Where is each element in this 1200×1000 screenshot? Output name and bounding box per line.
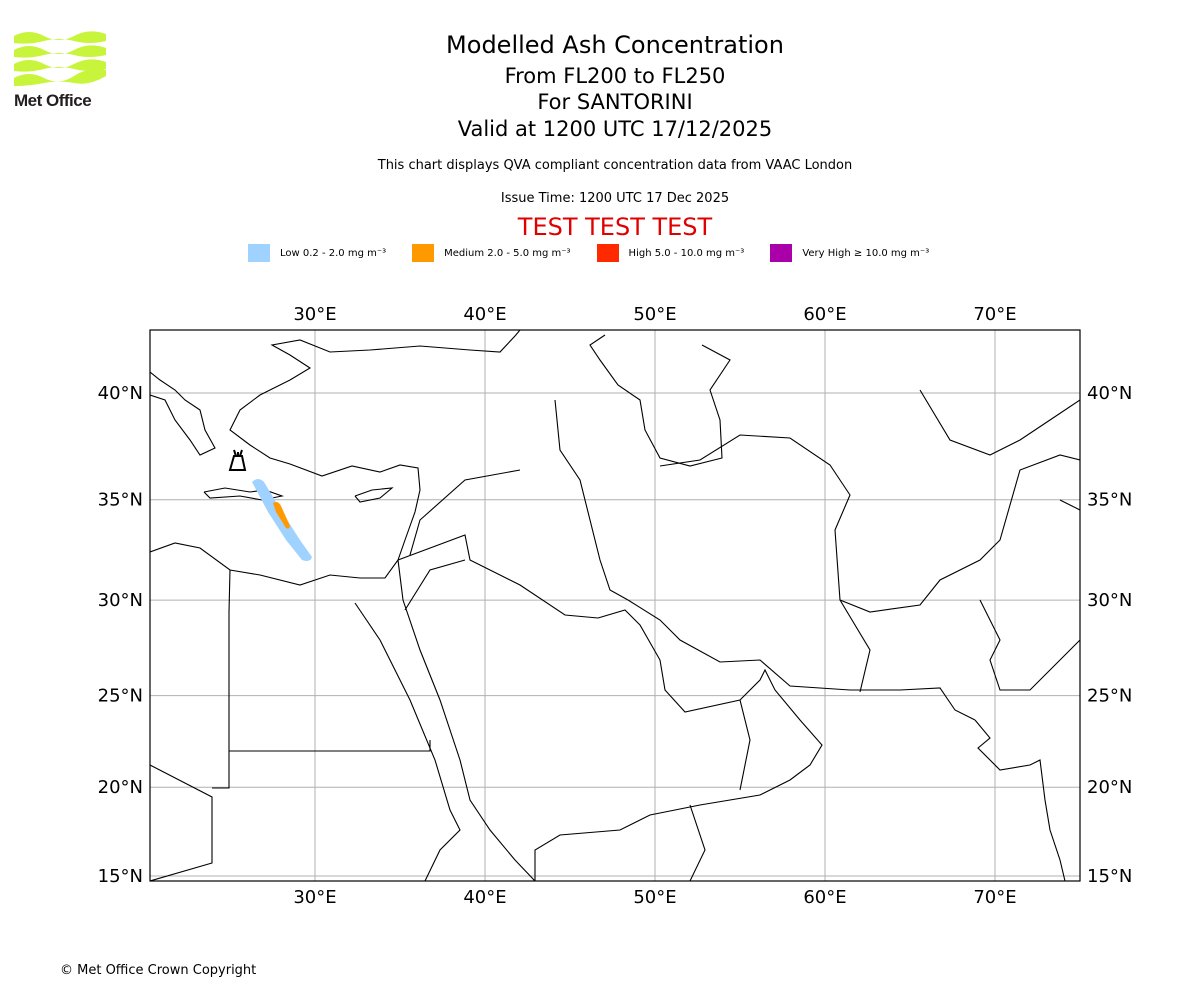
lat-label: 20°N [98, 777, 143, 798]
lon-label: 50°E [633, 887, 676, 908]
legend-swatch [596, 244, 619, 262]
map-frame [149, 329, 1081, 882]
issue-time: Issue Time: 1200 UTC 17 Dec 2025 [500, 191, 730, 206]
legend-label: Low 0.2 - 2.0 mg m⁻³ [280, 247, 387, 259]
lat-label: 30°N [1087, 590, 1132, 611]
lon-label: 30°E [293, 304, 336, 325]
legend-swatch [248, 244, 270, 262]
legend-swatch [770, 244, 793, 262]
lat-label: 30°N [98, 590, 143, 611]
legend-label: Medium 2.0 - 5.0 mg m⁻³ [444, 247, 571, 259]
copyright: © Met Office Crown Copyright [60, 963, 257, 978]
chart-title: Modelled Ash Concentration [446, 31, 784, 59]
lon-label: 70°E [973, 304, 1016, 325]
lon-label: 60°E [803, 887, 846, 908]
lat-label: 20°N [1087, 777, 1132, 798]
graticule [150, 330, 1080, 881]
volcano-location: For SANTORINI [537, 90, 693, 114]
lon-label: 30°E [293, 887, 336, 908]
legend-item-very-high: Very High ≥ 10.0 mg m⁻³ [770, 244, 929, 262]
lat-label: 25°N [98, 686, 143, 707]
valid-time: Valid at 1200 UTC 17/12/2025 [457, 117, 773, 141]
axis-labels: 30°E 30°E 40°E 40°E 50°E 50°E 60°E 60°E 70°E 70°E… [98, 304, 1133, 908]
legend: Low 0.2 - 2.0 mg m⁻³ Medium 2.0 - 5.0 mg… [248, 244, 955, 262]
volcano-icon [228, 449, 247, 471]
lat-label: 15°N [98, 866, 143, 887]
lat-label: 25°N [1087, 686, 1132, 707]
met-office-logo [14, 31, 106, 86]
legend-item-high: High 5.0 - 10.0 mg m⁻³ [596, 244, 745, 262]
legend-swatch [412, 244, 435, 262]
ash-plume [252, 479, 312, 561]
lat-label: 15°N [1087, 866, 1132, 887]
lon-label: 70°E [973, 887, 1016, 908]
lat-label: 40°N [98, 383, 143, 404]
legend-label: Very High ≥ 10.0 mg m⁻³ [802, 247, 930, 259]
legend-label: High 5.0 - 10.0 mg m⁻³ [628, 247, 745, 259]
description: This chart displays QVA compliant concen… [377, 158, 853, 173]
lat-label: 35°N [98, 490, 143, 511]
flight-levels: From FL200 to FL250 [504, 64, 726, 88]
lat-label: 40°N [1087, 383, 1132, 404]
logo-text: Met Office [14, 91, 92, 110]
coastlines [150, 330, 1080, 881]
test-banner: TEST TEST TEST [517, 213, 713, 241]
lon-label: 50°E [633, 304, 676, 325]
lat-label: 35°N [1087, 490, 1132, 511]
legend-item-medium: Medium 2.0 - 5.0 mg m⁻³ [412, 244, 571, 262]
legend-item-low: Low 0.2 - 2.0 mg m⁻³ [248, 244, 386, 262]
lon-label: 40°E [463, 304, 506, 325]
lon-label: 40°E [463, 887, 506, 908]
lon-label: 60°E [803, 304, 846, 325]
